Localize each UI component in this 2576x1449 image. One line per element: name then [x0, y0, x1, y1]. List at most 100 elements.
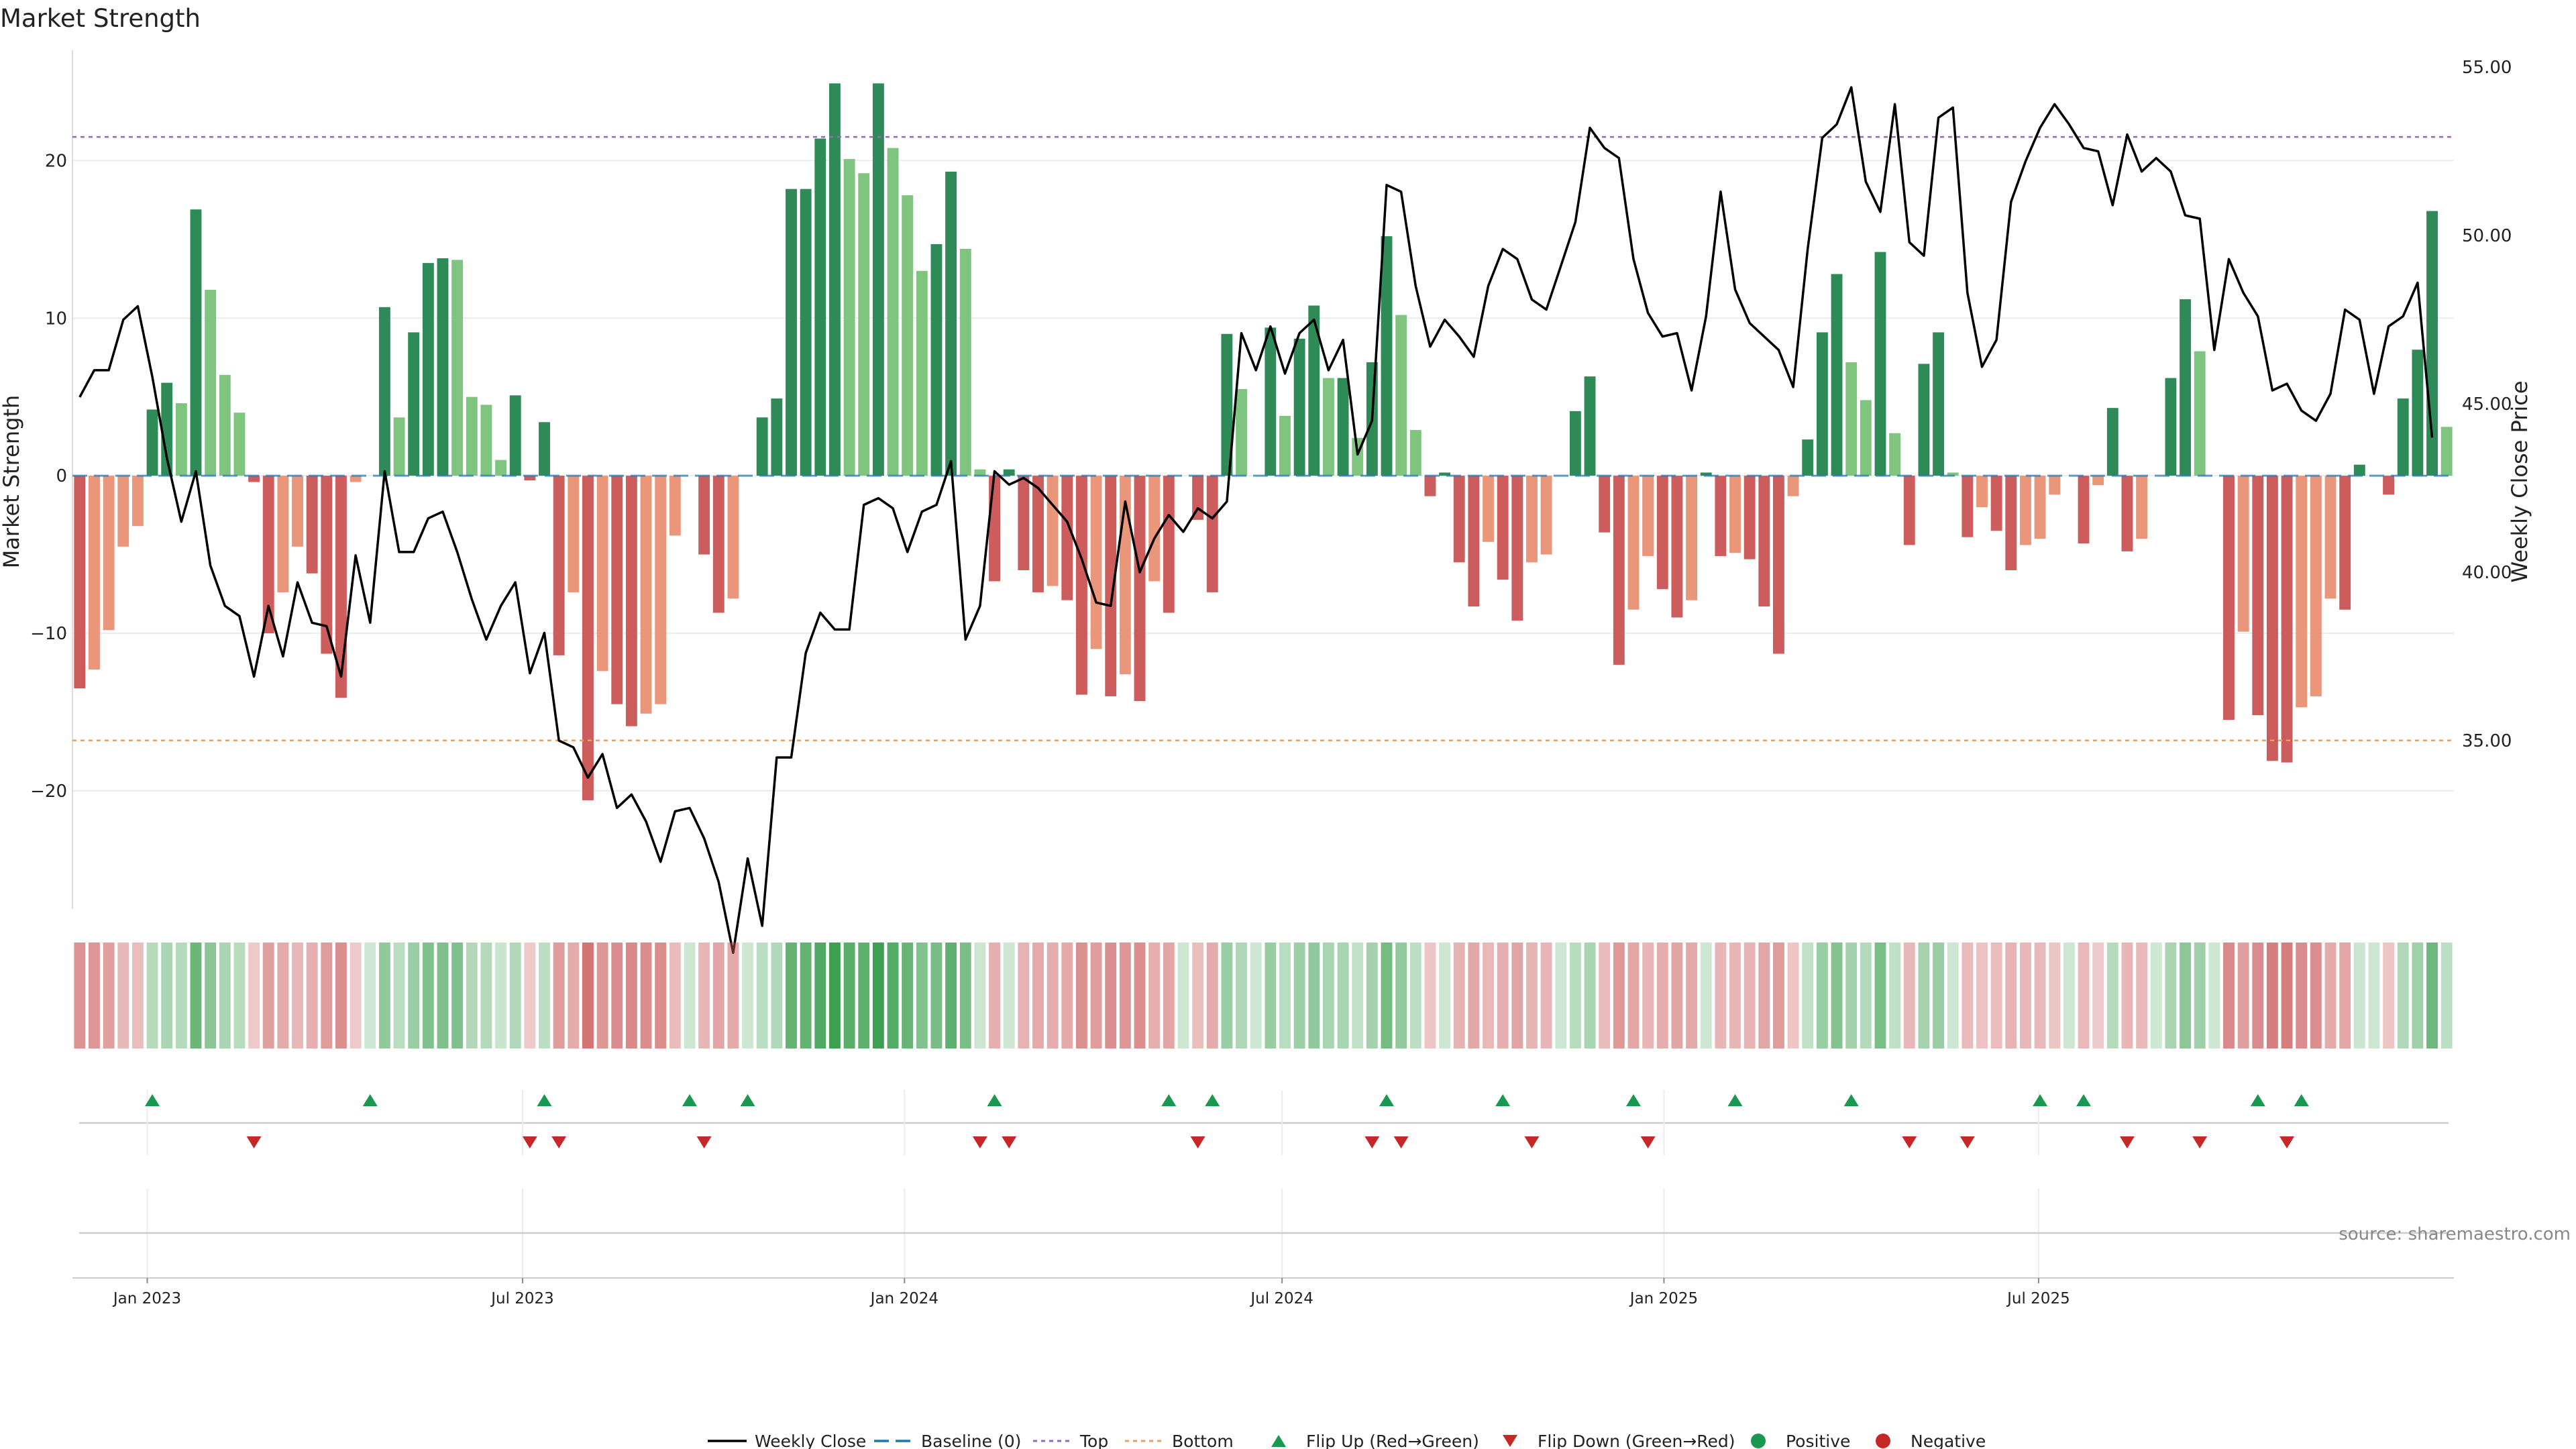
heat-cell	[1381, 943, 1393, 1049]
strength-bar	[1874, 252, 1886, 476]
heat-cell	[103, 943, 115, 1049]
heat-cell	[1671, 943, 1683, 1049]
heat-cell	[1831, 943, 1843, 1049]
strength-bar	[480, 405, 492, 476]
strength-bar	[2223, 476, 2235, 720]
strength-bar	[1032, 476, 1044, 592]
strength-bar	[1933, 332, 1944, 476]
strength-bar	[219, 374, 231, 476]
heat-cell	[2426, 943, 2438, 1049]
y-tick-label: 0	[56, 466, 67, 486]
heat-cell	[335, 943, 347, 1049]
strength-bar	[306, 476, 318, 574]
legend-swatch	[1876, 1434, 1890, 1448]
strength-bar	[1453, 476, 1465, 563]
heat-cell	[1627, 943, 1640, 1049]
heat-cell	[2078, 943, 2090, 1049]
heat-cell	[1569, 943, 1581, 1049]
strength-bar	[1743, 476, 1756, 559]
flip-down-marker	[1002, 1136, 1017, 1148]
x-tick-label: Jan 2023	[112, 1290, 181, 1307]
strength-bars	[74, 83, 2453, 800]
heat-cell	[2368, 943, 2380, 1049]
heat-cell	[902, 943, 914, 1049]
strength-bar	[466, 396, 478, 476]
heat-cell	[2266, 943, 2278, 1049]
x-tick-label: Jul 2023	[490, 1290, 554, 1307]
heat-cell	[2194, 943, 2206, 1049]
y-tick-label: 10	[45, 309, 67, 329]
strength-bar	[1787, 476, 1799, 496]
strength-bar	[89, 476, 100, 670]
heat-cell	[1032, 943, 1044, 1049]
strength-bar	[131, 476, 144, 527]
strength-heat-strip	[74, 943, 2453, 1049]
heat-cell	[175, 943, 187, 1049]
legend-item-weekly-close: Weekly Close	[708, 1432, 866, 1449]
strength-bar	[524, 476, 536, 481]
heat-cell	[2019, 943, 2031, 1049]
strength-bar	[1860, 400, 1872, 476]
flip-signals-panel	[79, 1090, 2449, 1155]
strength-bar	[2339, 476, 2351, 610]
flip-up-marker	[1843, 1094, 1859, 1106]
heat-cell	[756, 943, 768, 1049]
strength-bar	[2049, 476, 2061, 495]
strength-bar	[509, 395, 521, 476]
legend-label: Negative	[1911, 1432, 1986, 1449]
flip-down-marker	[551, 1136, 567, 1148]
x-tick-label: Jul 2024	[1249, 1290, 1313, 1307]
heat-cell	[1293, 943, 1305, 1049]
heat-cell	[1105, 943, 1117, 1049]
strength-bar	[1468, 476, 1480, 607]
heat-cell	[959, 943, 971, 1049]
heat-cell	[1540, 943, 1552, 1049]
flip-down-marker	[1190, 1136, 1205, 1148]
strength-bar	[451, 260, 464, 476]
strength-bar	[2397, 398, 2409, 476]
y2-tick-label: 55.00	[2462, 58, 2512, 78]
heat-cell	[364, 943, 376, 1049]
heat-cell	[117, 943, 129, 1049]
heat-cell	[2324, 943, 2337, 1049]
strength-bar	[1381, 236, 1393, 476]
heat-cell	[539, 943, 550, 1049]
strength-bar	[175, 403, 187, 476]
strength-bar	[1903, 476, 1915, 545]
heat-cell	[1366, 943, 1378, 1049]
heat-cell	[2252, 943, 2264, 1049]
strength-bar	[800, 189, 812, 476]
strength-bar	[1105, 476, 1117, 696]
strength-bar	[2266, 476, 2278, 761]
heat-cell	[1584, 943, 1596, 1049]
flip-up-marker	[1379, 1094, 1394, 1106]
y-axis-label: Market Strength	[0, 395, 24, 569]
strength-bar	[1584, 376, 1596, 476]
heat-cell	[1439, 943, 1451, 1049]
heat-cell	[2281, 943, 2293, 1049]
heat-cell	[422, 943, 434, 1049]
strength-bar	[1206, 476, 1218, 592]
strength-bar	[277, 476, 289, 592]
heat-cell	[568, 943, 580, 1049]
strength-bar	[1134, 476, 1146, 701]
strength-bar	[655, 476, 667, 704]
heat-cell	[727, 943, 739, 1049]
weekly-close-line	[78, 86, 2434, 955]
strength-bar	[1003, 469, 1015, 476]
strength-bar	[1715, 476, 1727, 556]
heat-cell	[74, 943, 86, 1049]
heat-cell	[1221, 943, 1233, 1049]
flip-down-marker	[1902, 1136, 1917, 1148]
strength-bar	[1337, 378, 1349, 476]
strength-bar	[712, 476, 724, 613]
flip-down-marker	[1640, 1136, 1656, 1148]
heat-cell	[1148, 943, 1161, 1049]
heat-cell	[2063, 943, 2075, 1049]
heat-cell	[1642, 943, 1654, 1049]
heat-cell	[684, 943, 696, 1049]
heat-cell	[1453, 943, 1465, 1049]
heat-cell	[1163, 943, 1175, 1049]
legend-label: Weekly Close	[755, 1432, 866, 1449]
heat-cell	[146, 943, 158, 1049]
